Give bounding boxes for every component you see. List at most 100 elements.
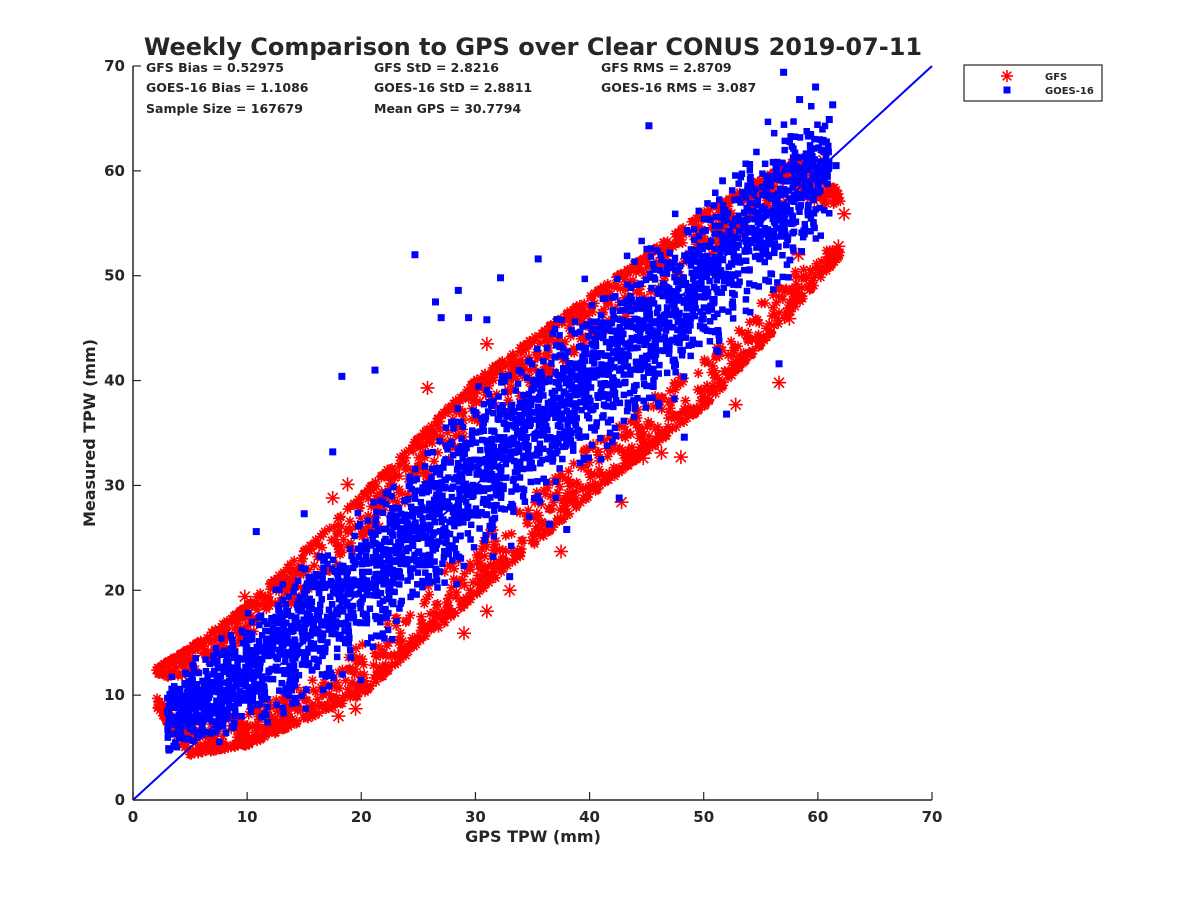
gfs-point xyxy=(251,591,262,602)
goes16-point xyxy=(517,400,524,407)
gfs-point xyxy=(554,515,565,526)
goes16-point xyxy=(359,594,366,601)
goes16-point xyxy=(376,600,384,607)
gfs-point xyxy=(398,648,409,659)
gfs-point xyxy=(608,462,619,473)
gfs-outlier-point xyxy=(831,239,846,254)
gfs-point xyxy=(220,618,231,629)
goes16-point xyxy=(649,394,656,402)
goes16-point xyxy=(602,402,609,410)
goes16-point xyxy=(410,477,418,484)
gfs-point xyxy=(507,556,518,567)
goes16-point xyxy=(601,380,609,387)
goes16-point xyxy=(744,207,752,214)
goes16-point xyxy=(419,515,426,522)
goes16-point xyxy=(171,683,178,690)
goes16-point xyxy=(321,584,329,591)
goes16-point xyxy=(648,284,655,292)
goes16-point xyxy=(534,345,541,353)
goes16-point xyxy=(796,203,804,210)
gfs-point xyxy=(802,282,813,293)
gfs-point xyxy=(699,354,710,365)
goes16-point xyxy=(421,463,429,470)
goes16-point xyxy=(396,581,403,588)
gfs-point xyxy=(415,432,426,443)
gfs-outlier-point xyxy=(457,626,472,641)
gfs-point xyxy=(476,543,487,554)
gfs-point xyxy=(773,315,784,326)
goes16-point xyxy=(595,394,602,402)
goes16-point xyxy=(496,404,503,412)
goes16-point xyxy=(462,498,470,506)
gfs-outlier-point xyxy=(237,589,252,604)
goes16-point xyxy=(259,713,266,720)
goes16-point xyxy=(328,601,336,608)
goes16-point xyxy=(382,605,389,613)
goes16-point xyxy=(304,661,312,669)
goes16-point xyxy=(233,664,240,672)
gfs-point xyxy=(495,358,506,369)
gfs-outlier-point xyxy=(502,583,517,598)
gfs-point xyxy=(291,716,302,727)
goes16-point xyxy=(642,276,650,284)
gfs-point xyxy=(786,298,797,309)
gfs-point xyxy=(340,675,351,686)
gfs-point xyxy=(801,273,812,284)
goes16-point xyxy=(790,228,798,236)
goes16-point xyxy=(185,736,192,743)
goes16-point xyxy=(480,427,488,434)
gfs-point xyxy=(649,437,660,448)
goes16-point xyxy=(602,295,609,302)
goes16-point xyxy=(735,234,742,242)
goes16-point xyxy=(609,307,617,314)
goes16-point xyxy=(330,626,337,634)
gfs-outlier-point xyxy=(636,451,651,466)
goes16-point xyxy=(643,382,650,390)
gfs-point xyxy=(416,611,427,622)
goes16-point xyxy=(582,403,590,410)
goes16-point xyxy=(390,580,397,587)
gfs-point xyxy=(478,583,489,594)
goes16-point xyxy=(675,285,682,292)
gfs-point xyxy=(482,378,493,389)
goes16-point xyxy=(649,383,657,390)
goes16-point xyxy=(449,557,456,564)
goes16-point xyxy=(495,434,502,441)
gfs-point xyxy=(401,615,412,626)
goes16-point xyxy=(548,360,555,367)
gfs-point xyxy=(794,287,805,298)
goes16-point xyxy=(716,196,723,203)
gfs-outlier-point xyxy=(837,206,852,221)
goes16-point xyxy=(729,298,736,305)
gfs-point xyxy=(446,582,457,593)
goes16-point xyxy=(450,418,458,425)
gfs-point xyxy=(332,528,343,539)
goes16-point xyxy=(617,357,624,365)
goes16-point xyxy=(529,377,537,384)
gfs-point xyxy=(194,638,205,649)
gfs-point xyxy=(344,516,355,527)
gfs-point xyxy=(360,684,371,695)
gfs-point xyxy=(718,380,729,391)
goes16-point xyxy=(440,554,448,561)
gfs-point xyxy=(542,526,553,537)
goes16-point xyxy=(476,525,483,532)
gfs-point xyxy=(312,694,323,705)
goes16-point xyxy=(540,431,548,438)
gfs-point xyxy=(432,418,443,429)
goes16-point xyxy=(719,177,726,185)
goes16-point xyxy=(556,332,563,339)
goes16-point xyxy=(623,252,631,260)
gfs-point xyxy=(597,284,608,295)
goes16-point xyxy=(502,460,510,468)
gfs-point xyxy=(455,596,466,607)
goes16-point xyxy=(490,507,498,514)
goes16-point xyxy=(647,245,655,252)
goes16-point xyxy=(261,694,268,701)
goes16-point xyxy=(436,437,443,445)
gfs-point xyxy=(472,578,483,589)
gfs-point xyxy=(269,575,280,586)
goes16-point xyxy=(373,508,380,516)
gfs-point xyxy=(175,648,186,659)
goes16-point xyxy=(169,692,176,700)
